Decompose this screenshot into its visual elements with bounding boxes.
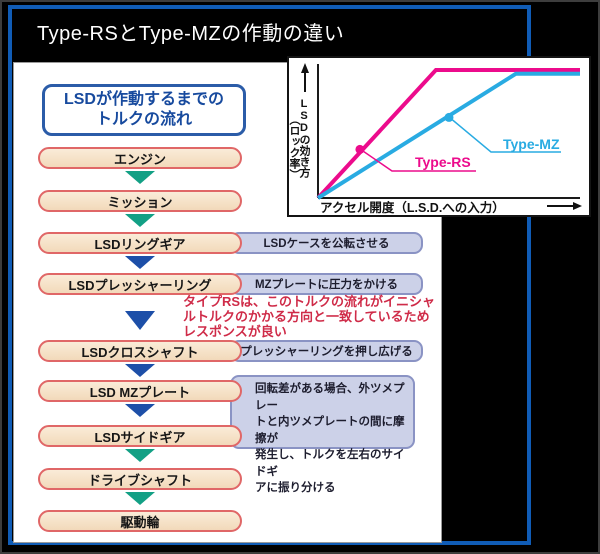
down-arrow-icon-8 <box>125 492 155 505</box>
series-line-type-rs <box>316 68 580 200</box>
flow-step-lsd-cross-shaft: LSDクロスシャフト <box>38 340 242 362</box>
down-arrow-icon-5 <box>125 364 155 377</box>
flow-step-lsd-pressure-ring: LSDプレッシャーリング <box>38 273 242 295</box>
x-right-arrowhead-icon <box>573 202 582 210</box>
y-up-arrowhead-icon <box>301 63 309 73</box>
flow-step-lsd-mz-plate: LSD MZプレート <box>38 380 242 402</box>
flow-step-drive-shaft: ドライブシャフト <box>38 468 242 490</box>
blue-frame <box>8 5 531 545</box>
series-layer <box>316 68 580 200</box>
x-axis-label: アクセル開度（L.S.D.への入力） <box>320 200 505 215</box>
flow-step-lsd-side-gear: LSDサイドギア <box>38 425 242 447</box>
down-arrow-icon-3 <box>125 256 155 269</box>
down-arrow-icon-2 <box>125 214 155 227</box>
leader-type-rs <box>359 148 476 172</box>
leader-type-mz <box>448 116 561 153</box>
series-label-type-rs: Type-RS <box>415 154 471 170</box>
flow-heading-line1: LSDが作動するまでの <box>63 91 224 108</box>
rs-response-annotation: タイプRSは、このトルクの流れがイニシャ ルトルクのかかる方向と一致しているため… <box>183 294 436 339</box>
down-arrow-icon-1 <box>125 171 155 184</box>
flow-heading-line2: トルクの流れ <box>95 111 192 128</box>
down-arrow-icon-4 <box>125 311 155 330</box>
note-mz-plate: 回転差がある場合、外ツメプレー トと内ツメプレートの間に摩擦が 発生し、トルクを… <box>230 375 415 494</box>
series-line-type-mz <box>316 71 580 200</box>
note-pressure-ring: MZプレートに圧力をかける <box>230 273 423 295</box>
note-ring-gear: LSDケースを公転させる <box>230 232 423 254</box>
down-arrow-icon-6 <box>125 404 155 417</box>
lsd-chart: Type-RS Type-MZ アクセル開度（L.S.D.への入力） <box>301 63 582 215</box>
flow-step-transmission: ミッション <box>38 190 242 212</box>
series-label-type-mz: Type-MZ <box>503 136 560 152</box>
flow-step-drive-wheels: 駆動輪 <box>38 510 242 532</box>
y-axis-label-paren: （ロック率） <box>288 114 300 180</box>
note-cross-shaft: プレッシャーリングを押し広げる <box>230 340 423 362</box>
flow-step-engine: エンジン <box>38 147 242 169</box>
lsd-chart-panel: Type-RS Type-MZ アクセル開度（L.S.D.への入力） LSDの効… <box>287 56 591 217</box>
down-arrow-icon-7 <box>125 449 155 462</box>
flow-step-lsd-ring-gear: LSDリングギア <box>38 232 242 254</box>
flow-heading-box: LSDが作動するまでの トルクの流れ <box>42 84 246 136</box>
y-axis-label-main: LSDの効き方 <box>298 98 310 178</box>
page-title: Type-RSとType-MZの作動の違い <box>37 23 345 45</box>
